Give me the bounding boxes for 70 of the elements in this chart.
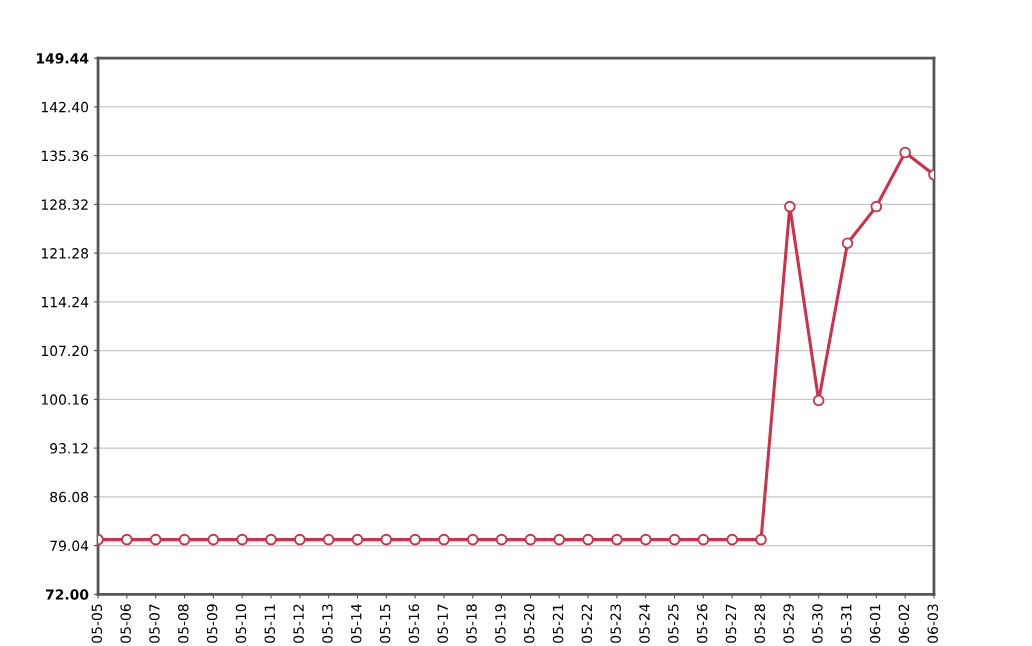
y-tick-label: 86.08 <box>50 491 89 503</box>
x-tick-label: 05-19 <box>495 604 506 643</box>
x-tick-label: 05-25 <box>668 604 679 643</box>
x-tick-label: 05-07 <box>149 604 160 643</box>
point <box>784 200 796 213</box>
point <box>409 533 421 546</box>
x-tick-label: 05-13 <box>322 604 333 643</box>
point <box>294 533 306 546</box>
point <box>611 533 623 546</box>
point <box>870 200 883 213</box>
y-tick-label: 93.12 <box>50 443 88 454</box>
x-tick-label: 05-18 <box>466 604 477 643</box>
point <box>178 533 191 546</box>
x-tick-label: 05-30 <box>812 604 823 643</box>
point <box>495 533 508 546</box>
x-tick-label: 05-08 <box>178 604 189 643</box>
x-tick-label: 05-17 <box>437 604 448 643</box>
point <box>755 533 767 546</box>
point <box>351 533 364 546</box>
point <box>639 533 652 546</box>
y-tick-label: 149.44 <box>36 53 89 64</box>
point <box>380 533 393 546</box>
y-tick-label: 121.28 <box>41 248 89 259</box>
point <box>265 533 277 546</box>
point <box>466 533 479 546</box>
point <box>668 533 681 546</box>
x-tick-label: 06-02 <box>898 604 910 643</box>
x-tick-label: 05-24 <box>639 604 650 643</box>
x-tick-label: 05-10 <box>235 604 247 643</box>
point <box>812 394 825 407</box>
x-tick-label: 05-06 <box>120 604 131 643</box>
point <box>149 533 162 546</box>
point <box>841 237 854 250</box>
x-tick-label: 05-20 <box>523 604 535 643</box>
x-tick-label: 05-09 <box>206 604 218 643</box>
x-tick-label: 05-23 <box>610 604 621 643</box>
x-tick-label: 05-27 <box>725 604 737 643</box>
point <box>899 146 911 159</box>
x-tick-label: 05-21 <box>552 604 564 643</box>
y-tick-label: 128.32 <box>41 199 88 210</box>
y-tick-label: 107.20 <box>41 345 89 357</box>
x-tick-label: 05-05 <box>91 604 103 643</box>
x-tick-label: 05-29 <box>783 604 794 643</box>
y-tick-label: 72.00 <box>46 589 89 600</box>
point <box>582 533 594 546</box>
x-tick-label: 05-22 <box>581 604 593 643</box>
y-tick-label: 114.24 <box>41 296 89 308</box>
x-tick-label: 05-31 <box>841 604 852 643</box>
x-tick-label: 05-14 <box>350 604 362 643</box>
point <box>697 533 710 546</box>
point <box>236 533 248 546</box>
point <box>322 533 335 546</box>
point <box>553 533 566 546</box>
point <box>524 533 537 546</box>
point <box>438 533 450 546</box>
x-tick-label: 05-26 <box>696 604 708 643</box>
x-tick-label: 05-28 <box>754 604 766 643</box>
point <box>121 533 133 546</box>
x-tick-label: 05-16 <box>408 604 420 643</box>
x-tick-label: 05-15 <box>379 604 391 643</box>
x-tick-label: 06-03 <box>927 604 938 643</box>
point <box>207 533 220 546</box>
x-tick-label: 05-12 <box>293 604 304 643</box>
y-tick-label: 100.16 <box>41 394 89 405</box>
y-tick-label: 79.04 <box>50 540 89 552</box>
x-tick-label: 05-11 <box>264 604 276 643</box>
y-tick-label: 142.40 <box>41 101 89 113</box>
y-tick-label: 135.36 <box>41 150 89 162</box>
x-tick-label: 06-01 <box>869 604 881 643</box>
point <box>726 533 738 546</box>
